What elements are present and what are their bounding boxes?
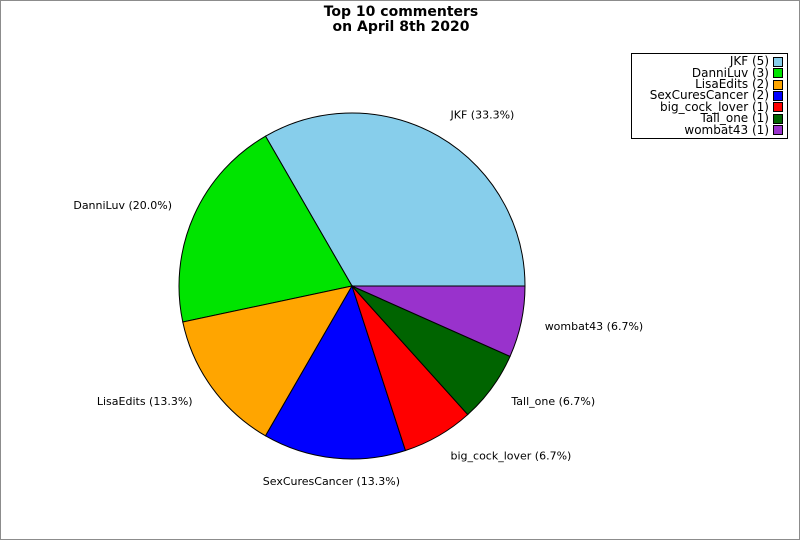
pie-slice-JKF xyxy=(264,112,526,287)
legend-item-label: LisaEdits (2) xyxy=(695,77,769,92)
legend-item-label: JKF (5) xyxy=(729,54,769,69)
legend-item-SexCuresCancer: SexCuresCancer (2) xyxy=(634,88,783,103)
legend-swatch xyxy=(773,125,783,136)
pie-label-wombat43: wombat43 (6.7%) xyxy=(545,320,644,333)
legend-swatch xyxy=(773,102,783,113)
pie-label-SexCuresCancer: SexCuresCancer (13.3%) xyxy=(263,475,400,488)
legend-swatch xyxy=(773,56,783,67)
legend-item-JKF: JKF (5) xyxy=(634,54,783,69)
legend-swatch xyxy=(773,68,783,79)
pie-slice-wombat43 xyxy=(351,285,526,358)
legend-swatch xyxy=(773,113,783,124)
pie-label-Tall_one: Tall_one (6.7%) xyxy=(510,395,595,408)
legend-item-big_cock_lover: big_cock_lover (1) xyxy=(634,99,783,114)
pie-slice-SexCuresCancer xyxy=(264,284,407,460)
legend-item-label: DanniLuv (3) xyxy=(691,65,769,80)
legend-swatch xyxy=(773,90,783,101)
chart-title-line1: Top 10 commenters xyxy=(323,4,479,20)
pie-slice-DanniLuv xyxy=(178,135,353,323)
pie-label-big_cock_lover: big_cock_lover (6.7%) xyxy=(451,450,572,463)
chart-title-line2: on April 8th 2020 xyxy=(332,19,470,35)
pie-label-LisaEdits: LisaEdits (13.3%) xyxy=(97,395,193,408)
legend-item-label: big_cock_lover (1) xyxy=(660,99,769,114)
pie-label-DanniLuv: DanniLuv (20.0%) xyxy=(73,199,172,212)
legend-item-wombat43: wombat43 (1) xyxy=(634,122,783,137)
legend-item-DanniLuv: DanniLuv (3) xyxy=(634,65,783,80)
legend-item-label: SexCuresCancer (2) xyxy=(649,88,769,103)
legend-swatch xyxy=(773,79,783,90)
pie-label-JKF: JKF (33.3%) xyxy=(450,108,515,121)
legend-item-LisaEdits: LisaEdits (2) xyxy=(634,77,783,92)
legend-item-label: Tall_one (1) xyxy=(700,111,769,126)
chart-title: Top 10 commenters on April 8th 2020 xyxy=(1,5,800,35)
legend-item-label: wombat43 (1) xyxy=(684,122,769,137)
legend-box: JKF (5) DanniLuv (3) LisaEdits (2) SexCures… xyxy=(631,53,788,139)
legend-item-Tall_one: Tall_one (1) xyxy=(634,111,783,126)
pie-slice-LisaEdits xyxy=(182,285,353,437)
